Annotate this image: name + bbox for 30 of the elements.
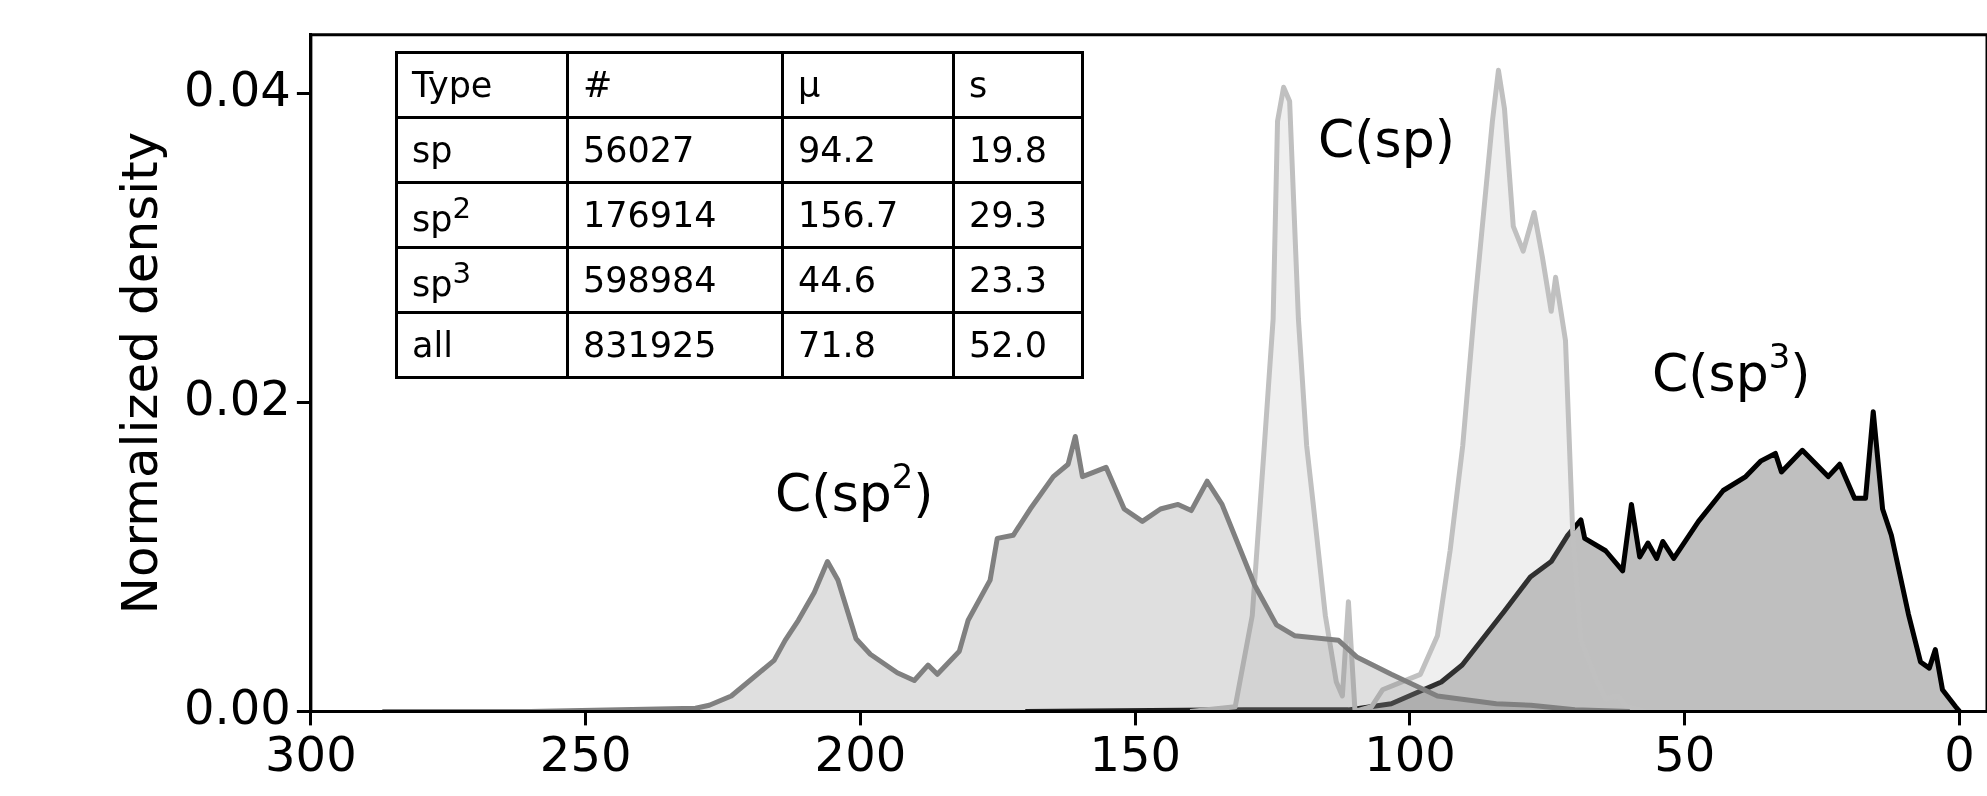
annotation: 831925	[567, 312, 783, 378]
annotation: Type	[396, 52, 568, 118]
annotation: sp$^{2}$	[396, 182, 568, 248]
annotation: 44.6	[782, 247, 954, 313]
annotation: 56027	[567, 117, 783, 183]
x-tick-label: 0	[1944, 725, 1975, 782]
annotation: μ	[782, 52, 954, 118]
annotation: 29.3	[953, 182, 1083, 248]
annotation: all	[396, 312, 568, 378]
y-tick-label: 0.04	[184, 60, 291, 117]
annotation: s	[953, 52, 1083, 118]
x-tick-label: 250	[539, 725, 632, 782]
series-label: C(sp)	[1317, 108, 1455, 169]
annotation: 156.7	[782, 182, 954, 248]
annotation: sp	[396, 117, 568, 183]
annotation: 19.8	[953, 117, 1083, 183]
annotation: #	[567, 52, 783, 118]
annotation: 52.0	[953, 312, 1083, 378]
annotation: sp$^{3}$	[396, 247, 568, 313]
x-tick-label: 50	[1654, 725, 1716, 782]
annotation: 94.2	[782, 117, 954, 183]
y-tick-label: 0.02	[184, 369, 291, 426]
annotation: 176914	[567, 182, 783, 248]
y-axis-title: Normalized density	[110, 131, 169, 615]
annotation: 598984	[567, 247, 783, 313]
x-tick-label: 150	[1089, 725, 1182, 782]
annotation: 71.8	[782, 312, 954, 378]
x-tick-label: 100	[1364, 725, 1456, 782]
annotation: 23.3	[953, 247, 1083, 313]
x-tick-label: 200	[814, 725, 907, 782]
